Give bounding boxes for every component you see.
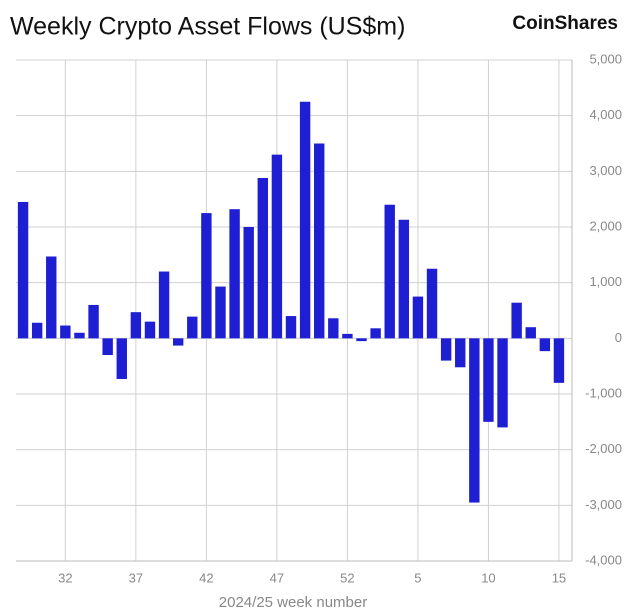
bar — [172, 338, 184, 346]
bar — [553, 338, 565, 383]
y-tick-label: 1,000 — [589, 274, 622, 289]
bar — [201, 213, 212, 339]
bar — [440, 338, 452, 361]
bar — [74, 332, 85, 339]
y-tick-label: 3,000 — [589, 163, 622, 178]
bar — [229, 209, 240, 339]
bar — [31, 322, 43, 339]
bar — [60, 325, 71, 339]
bar — [398, 219, 410, 339]
x-tick-label: 15 — [552, 570, 566, 585]
x-tick-label: 37 — [129, 570, 143, 585]
y-tick-label: 5,000 — [589, 51, 622, 66]
bar — [285, 316, 297, 339]
y-tick-label: 0 — [615, 330, 622, 345]
brand: CoinShares — [512, 13, 618, 34]
x-tick-label: 5 — [414, 570, 421, 585]
bar — [17, 201, 29, 339]
bar — [243, 227, 254, 339]
bar — [88, 304, 99, 339]
bar — [356, 338, 367, 342]
bar — [497, 338, 508, 428]
y-tick-label: -1,000 — [585, 385, 622, 400]
y-tick-label: -2,000 — [585, 441, 622, 456]
x-tick-label: 47 — [270, 570, 284, 585]
bar — [187, 316, 198, 339]
bar — [525, 327, 536, 339]
bar — [412, 296, 424, 339]
y-tick-label: -3,000 — [585, 497, 622, 512]
bar — [130, 312, 142, 339]
bar — [539, 338, 551, 352]
bar — [314, 143, 325, 339]
x-axis-label: 2024/25 week number — [219, 594, 367, 611]
bar — [102, 338, 113, 356]
bar — [384, 204, 395, 339]
bar — [426, 268, 438, 339]
bar — [455, 338, 466, 368]
bar — [257, 178, 268, 339]
bar — [328, 318, 339, 339]
bar — [158, 271, 170, 339]
x-tick-label: 10 — [481, 570, 495, 585]
bar — [299, 101, 311, 339]
x-tick-label: 32 — [58, 570, 72, 585]
x-tick-label: 42 — [199, 570, 213, 585]
bar — [483, 338, 494, 422]
chart-title: Weekly Crypto Asset Flows (US$m) — [10, 13, 405, 41]
bar — [511, 302, 522, 339]
y-tick-label: 4,000 — [589, 107, 622, 122]
bar — [271, 154, 283, 339]
bar — [370, 328, 381, 339]
bar — [144, 321, 156, 339]
y-tick-label: -4,000 — [585, 552, 622, 567]
bar — [469, 338, 480, 503]
bar — [116, 338, 127, 379]
x-tick-label: 52 — [340, 570, 354, 585]
y-tick-label: 2,000 — [589, 218, 622, 233]
bar — [215, 286, 226, 339]
bar — [46, 256, 57, 339]
bar — [342, 333, 353, 339]
